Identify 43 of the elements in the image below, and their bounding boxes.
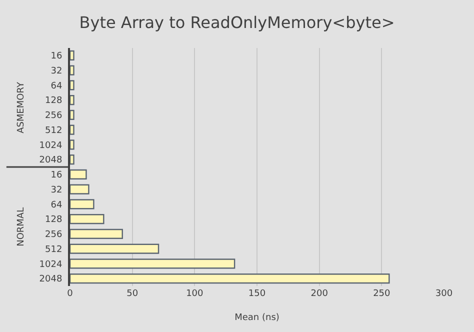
- y-tick-label: 32: [50, 66, 62, 76]
- bar: [70, 214, 104, 224]
- bar: [70, 110, 74, 120]
- y-tick-label: 128: [45, 215, 62, 226]
- x-tick-label: 300: [435, 289, 453, 299]
- bar: [70, 140, 74, 150]
- y-tick-label: 256: [45, 111, 62, 122]
- y-tick-label: 1024: [39, 260, 62, 270]
- bar: [70, 124, 74, 135]
- bar: [70, 154, 74, 165]
- y-tick-label: 16: [50, 52, 62, 62]
- bar: [70, 258, 236, 269]
- y-tick-label: 2048: [39, 156, 62, 166]
- x-tick-label: 50: [126, 289, 138, 299]
- x-tick-label: 0: [67, 289, 74, 299]
- x-tick-label: 250: [373, 289, 391, 299]
- bar: [70, 274, 390, 284]
- text: NORMAL: [16, 207, 26, 246]
- y-tick-label: 256: [45, 230, 62, 240]
- y-tick-label: 1024: [39, 140, 62, 151]
- bar: [70, 228, 123, 239]
- y-tick-label: 512: [45, 126, 62, 136]
- bar: [70, 50, 74, 60]
- x-tick-label: 100: [186, 289, 204, 299]
- text: ASMEMORY: [16, 82, 26, 134]
- x-tick-label: 200: [310, 289, 328, 299]
- chart-title: Byte Array to ReadOnlyMemory<byte>: [79, 12, 395, 32]
- y-tick-label: 32: [50, 185, 62, 196]
- y-tick-label: 128: [45, 96, 62, 106]
- y-tick-label: 512: [45, 244, 62, 255]
- bar: [70, 80, 74, 90]
- x-tick-label: 150: [248, 289, 266, 299]
- bar: [70, 199, 94, 210]
- y-tick-label: 16: [50, 170, 62, 181]
- bar: [70, 169, 87, 180]
- bar: [70, 184, 90, 194]
- y-tick-label: 2048: [39, 274, 62, 285]
- y-tick-label: 64: [50, 200, 62, 210]
- bar: [70, 95, 74, 106]
- bar: [70, 65, 74, 76]
- y-tick-label: 64: [50, 81, 62, 92]
- bar: [70, 244, 160, 254]
- x-axis-title: Mean (ns): [234, 312, 280, 323]
